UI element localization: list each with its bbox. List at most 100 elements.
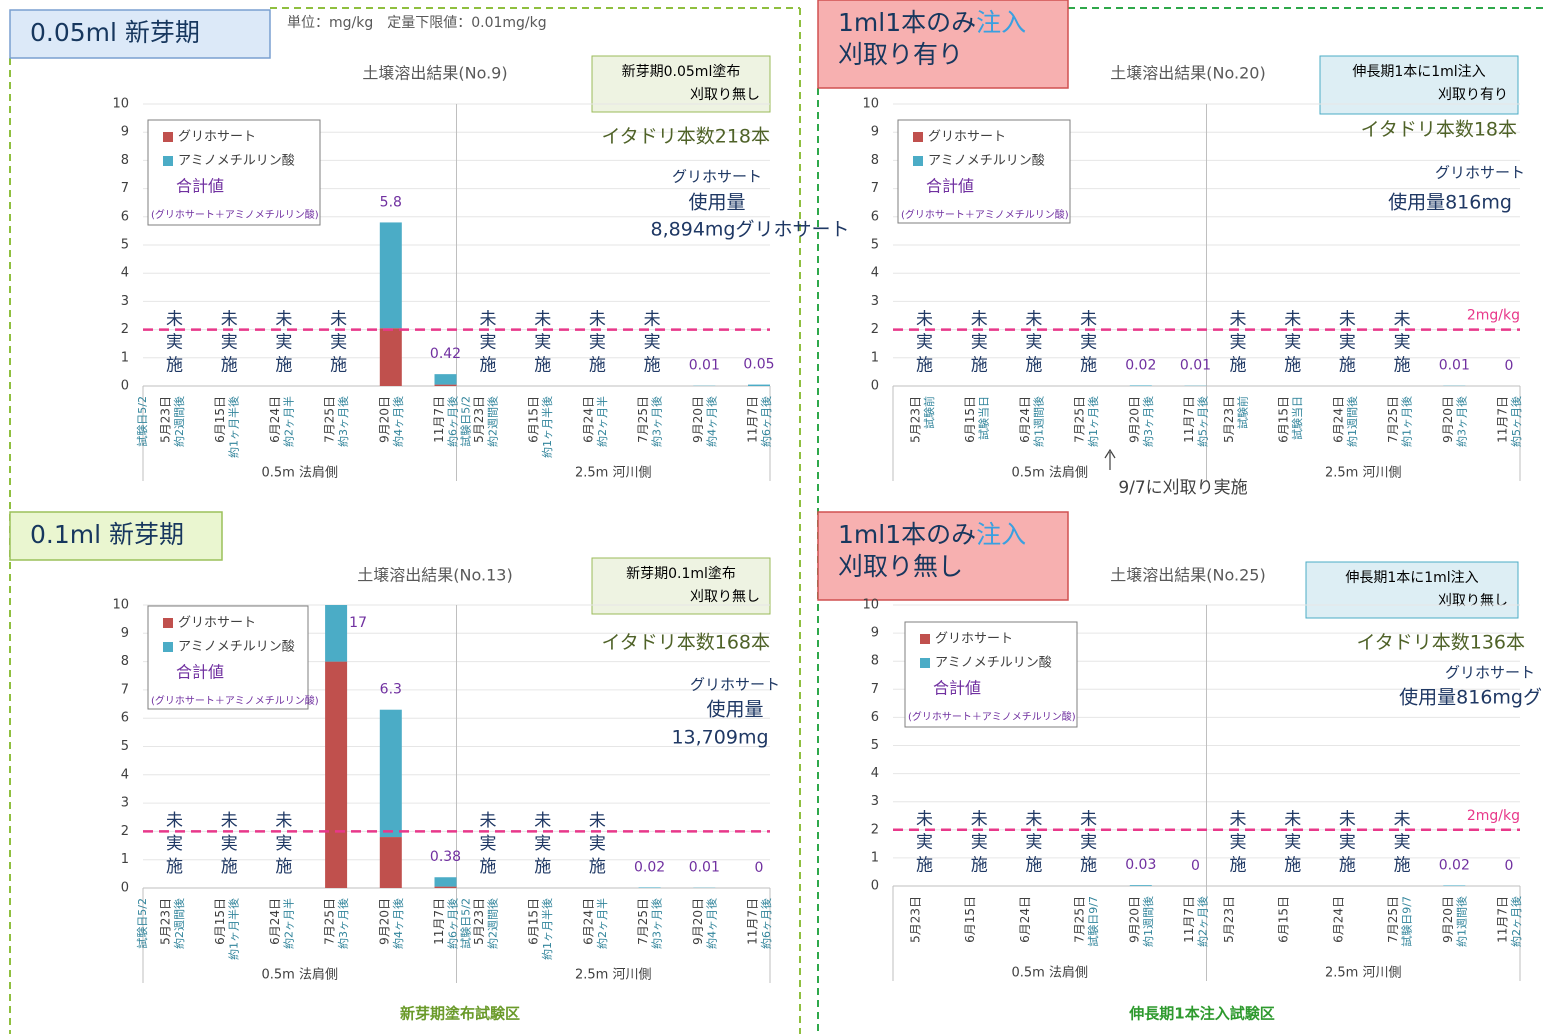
x-tick-note: 約5ヶ月後 — [1509, 396, 1523, 447]
not-done-label: 未実施 — [1335, 309, 1356, 378]
x-tick-label: 6月15日 — [527, 396, 541, 443]
annotation: 13,709mg — [671, 727, 768, 749]
x-tick-label: 7月25日 — [323, 898, 337, 945]
legend-note: 合計値 — [933, 679, 981, 698]
y-tick-label: 10 — [112, 598, 129, 613]
x-tick-label: 11月7日 — [746, 898, 760, 945]
legend-label: グリホサート — [178, 616, 256, 631]
y-tick-label: 9 — [871, 125, 879, 140]
x-tick-note: 約3ヶ月後 — [650, 898, 664, 949]
x-tick-label: 9月20日 — [1127, 896, 1141, 943]
x-tick-label: 5月23日 — [159, 396, 173, 443]
badge-text: 0.05ml 新芽期 — [30, 18, 200, 47]
section-label: 新芽期塗布試験区 — [400, 1005, 520, 1023]
badge-text: 1ml1本のみ注入 — [838, 8, 1026, 37]
y-tick-label: 6 — [871, 710, 879, 725]
y-tick-label: 3 — [871, 794, 879, 809]
bar — [434, 384, 457, 386]
x-tick-note: 約3ヶ月後 — [1454, 396, 1468, 447]
annotation: 8,894mgグリホサート — [651, 219, 850, 241]
y-tick-label: 4 — [871, 766, 879, 781]
x-tick-label: 6月24日 — [581, 898, 595, 945]
x-tick-label: 5月23日 — [472, 396, 486, 443]
threshold-label: 2mg/kg — [1467, 808, 1520, 824]
y-tick-label: 2 — [121, 824, 129, 839]
x-tick-note: 約6ヶ月後 — [759, 898, 773, 949]
x-tick-label: 6月15日 — [963, 896, 977, 943]
chart-title: 土壌溶出結果(No.13) — [357, 566, 512, 585]
total-label: 0 — [1191, 858, 1200, 874]
legend-swatch — [913, 132, 923, 142]
group-label: 0.5m 法肩側 — [1012, 965, 1088, 981]
badge-text: 刈取り無し — [838, 552, 963, 581]
x-tick-label: 6月24日 — [268, 396, 282, 443]
total-label: 0.01 — [1180, 358, 1211, 374]
y-tick-label: 8 — [121, 153, 129, 168]
x-tick-label: 6月24日 — [1018, 396, 1032, 443]
x-tick-label: 11月7日 — [1182, 896, 1196, 943]
x-tick-label: 6月24日 — [1331, 896, 1345, 943]
x-tick-label: 5月23日 — [909, 896, 923, 943]
info-box — [1305, 561, 1519, 619]
bar — [379, 222, 402, 329]
x-tick-note: 約1週間後 — [1345, 396, 1359, 447]
annotation: イタドリ本数218本 — [601, 126, 770, 148]
x-tick-label: 9月20日 — [1441, 396, 1455, 443]
legend-note: (グリホサート＋アミノメチルリン酸) — [908, 710, 1076, 723]
y-tick-label: 9 — [121, 626, 129, 641]
y-tick-label: 2 — [871, 322, 879, 337]
y-tick-label: 8 — [871, 654, 879, 669]
not-done-label: 未実施 — [476, 811, 497, 880]
chart-title: 土壌溶出結果(No.25) — [1110, 566, 1265, 585]
group-start-label: 試験日5/2 — [459, 898, 473, 949]
x-tick-note: 約2週間後 — [172, 898, 186, 949]
group-label: 2.5m 河川側 — [575, 466, 651, 481]
x-tick-label: 9月20日 — [691, 898, 705, 945]
legend-swatch — [913, 156, 923, 166]
legend-label: アミノメチルリン酸 — [178, 154, 295, 169]
bar — [325, 605, 348, 662]
total-label: 0.02 — [1439, 857, 1470, 873]
total-label: 17 — [349, 615, 367, 631]
x-tick-note: 約1ヶ月半後 — [540, 898, 554, 960]
badge-segment: 刈取り無し — [838, 552, 963, 581]
annotation: イタドリ本数136本 — [1356, 632, 1525, 654]
legend-note: 合計値 — [176, 663, 224, 682]
y-tick-label: 9 — [871, 626, 879, 641]
bar — [434, 886, 457, 888]
y-tick-label: 10 — [862, 598, 879, 613]
x-tick-note: 約3ヶ月後 — [336, 898, 350, 949]
badge — [9, 511, 223, 561]
not-done-label: 未実施 — [1280, 309, 1301, 378]
y-tick-label: 7 — [871, 682, 879, 697]
group-label: 2.5m 河川側 — [575, 968, 651, 983]
legend-note: 合計値 — [176, 177, 224, 196]
x-tick-note: 約2ヶ月半 — [281, 898, 295, 949]
y-tick-label: 7 — [121, 181, 129, 196]
x-tick-note: 約3ヶ月後 — [336, 396, 350, 447]
legend-swatch — [163, 156, 173, 166]
x-tick-note: 約4ヶ月後 — [391, 898, 405, 949]
x-tick-label: 7月25日 — [636, 898, 650, 945]
total-label: 0 — [1505, 858, 1514, 874]
total-label: 0.01 — [1439, 358, 1470, 374]
legend-swatch — [163, 642, 173, 652]
x-tick-label: 11月7日 — [1496, 396, 1510, 443]
x-tick-note: 約2ヶ月半 — [595, 898, 609, 949]
y-tick-label: 6 — [871, 209, 879, 224]
x-tick-label: 6月15日 — [1277, 896, 1291, 943]
group-label: 0.5m 法肩側 — [262, 465, 338, 481]
not-done-label: 未実施 — [476, 309, 497, 378]
legend-label: アミノメチルリン酸 — [928, 154, 1045, 169]
total-label: 6.3 — [380, 682, 402, 698]
x-tick-label: 7月25日 — [636, 396, 650, 443]
x-tick-note: 約4ヶ月後 — [391, 396, 405, 447]
x-tick-label: 5月23日 — [909, 396, 923, 443]
info-box-text: 伸長期1本に1ml注入 — [1352, 64, 1485, 80]
not-done-label: 未実施 — [530, 811, 551, 880]
y-tick-label: 10 — [112, 97, 129, 112]
group-label: 2.5m 河川側 — [1325, 966, 1401, 981]
x-tick-label: 9月20日 — [691, 396, 705, 443]
annotation: グリホサート — [1445, 664, 1535, 682]
bar — [1129, 385, 1152, 386]
